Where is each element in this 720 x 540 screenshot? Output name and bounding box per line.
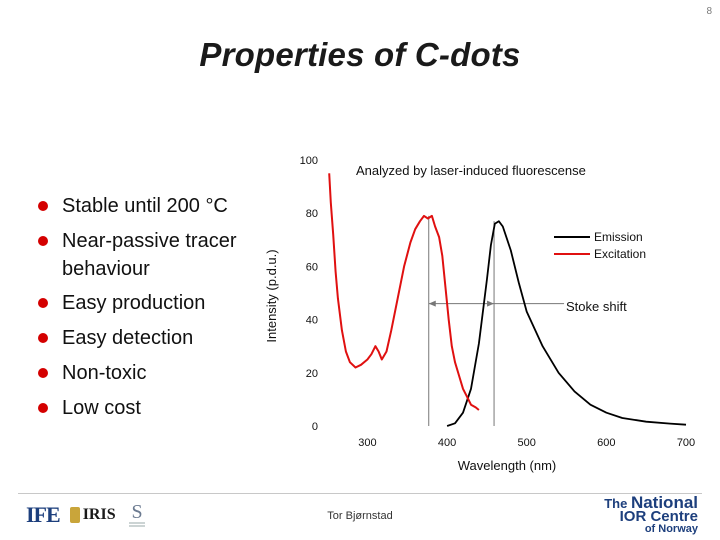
slide-title: Properties of C-dots (199, 36, 521, 73)
x-tick-label: 400 (438, 437, 456, 449)
arrowhead-left-icon (428, 300, 436, 307)
footer-divider (18, 493, 702, 494)
bullet-item: Easy production (36, 289, 256, 317)
series-line-excitation (328, 173, 480, 411)
stoke-shift-label: Stoke shift (566, 299, 627, 314)
bullet-dot-icon (38, 368, 48, 378)
x-tick-label: 600 (597, 437, 615, 449)
bullet-text: Easy detection (62, 327, 194, 349)
bullet-dot-icon (38, 298, 48, 308)
y-tick-label: 0 (312, 421, 318, 433)
partner-logos: IFE IRIS S (26, 500, 148, 530)
bullet-dot-icon (38, 333, 48, 343)
bullet-dot-icon (38, 403, 48, 413)
national-ior-centre-logo: The National IOR Centre of Norway (604, 493, 698, 536)
x-tick-label: 700 (677, 437, 695, 449)
y-tick-label: 40 (306, 315, 318, 327)
bullet-item: Easy detection (36, 324, 256, 352)
ife-logo: IFE (26, 502, 61, 527)
bullet-item: Stable until 200 °C (36, 192, 256, 220)
nioc-line2: IOR Centre (619, 508, 698, 525)
y-tick-label: 80 (306, 208, 318, 220)
bullet-item: Low cost (36, 394, 256, 422)
nioc-line1b: National (630, 493, 698, 512)
legend-entry: Excitation (594, 247, 646, 261)
bullet-text: Low cost (62, 397, 141, 419)
bullet-text: Stable until 200 °C (62, 195, 228, 217)
uis-logo-letter: S (131, 501, 142, 523)
iris-logo: IRIS (69, 506, 116, 524)
arrowhead-right-icon (487, 300, 495, 307)
bullet-item: Non-toxic (36, 359, 256, 387)
nioc-line1a: The (604, 496, 631, 511)
bullet-text: Non-toxic (62, 362, 147, 384)
page-number: 8 (706, 6, 712, 17)
nioc-line3: of Norway (644, 523, 698, 535)
iris-logo-text: IRIS (82, 506, 116, 523)
legend-entry: Emission (594, 230, 643, 244)
series-line-emission (446, 220, 687, 427)
uis-logo: S (126, 500, 148, 530)
bullet-dot-icon (38, 201, 48, 211)
spectrum-chart: Intensity (p.d.u.) Wavelength (nm) Analy… (264, 155, 695, 473)
bullet-text: Easy production (62, 292, 206, 314)
y-tick-label: 20 (306, 368, 318, 380)
y-axis-label: Intensity (p.d.u.) (264, 249, 279, 342)
bullet-item: Near-passive tracer behaviour (36, 227, 256, 283)
footer-author: Tor Bjørnstad (327, 510, 393, 522)
y-tick-label: 60 (306, 261, 318, 273)
x-tick-label: 300 (358, 437, 376, 449)
bullet-list: Stable until 200 °C Near-passive tracer … (36, 192, 256, 429)
x-axis-label: Wavelength (nm) (458, 458, 557, 473)
iris-mark-icon (69, 507, 80, 523)
x-tick-label: 500 (518, 437, 536, 449)
chart-annotation: Analyzed by laser-induced fluorescense (356, 163, 586, 178)
bullet-text: Near-passive tracer behaviour (62, 230, 237, 280)
y-tick-label: 100 (300, 155, 318, 167)
nioc-line1: The National (604, 493, 698, 512)
bullet-dot-icon (38, 236, 48, 246)
